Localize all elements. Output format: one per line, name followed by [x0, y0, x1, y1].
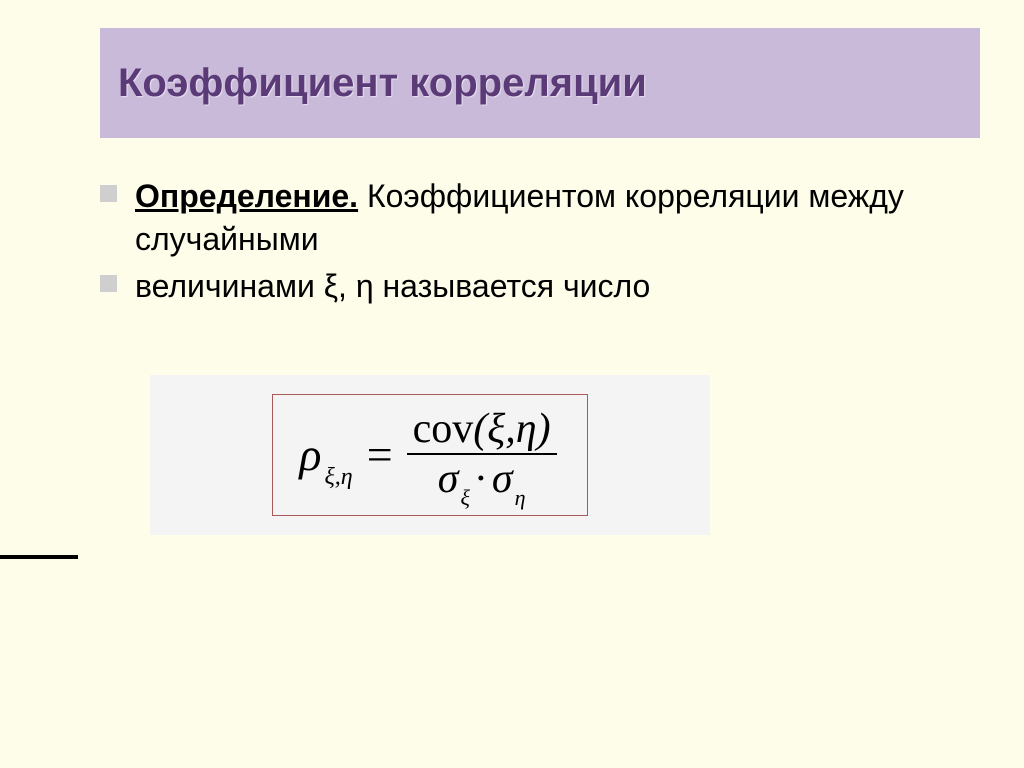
formula-box: ρ ξ,η = cov(ξ,η) σ ξ · σ η — [272, 394, 587, 516]
definition-label: Определение. — [135, 178, 358, 214]
denom-dot: · — [474, 457, 488, 501]
rho-symbol: ρ — [299, 428, 321, 481]
rho-subscript: ξ,η — [325, 464, 353, 491]
sigma1-sub: ξ — [460, 486, 469, 509]
bullet-item: Определение. Коэффициентом корреляции ме… — [100, 175, 930, 261]
decorative-line — [0, 555, 78, 559]
equals-sign: = — [367, 428, 393, 481]
fraction-numerator: cov(ξ,η) — [407, 407, 557, 453]
title-bar: Коэффициент корреляции — [100, 28, 980, 138]
bullet-text: величинами ξ, η называется число — [135, 265, 650, 308]
sigma1: σ — [438, 457, 459, 501]
fraction-denominator: σ ξ · σ η — [432, 455, 532, 501]
sigma2-sub: η — [515, 486, 526, 509]
bullet-square-icon — [100, 185, 117, 202]
formula-fraction: cov(ξ,η) σ ξ · σ η — [407, 407, 557, 501]
formula-lhs: ρ ξ,η — [299, 428, 352, 481]
bullet-item: величинами ξ, η называется число — [100, 265, 930, 308]
bullet-text: Определение. Коэффициентом корреляции ме… — [135, 175, 930, 261]
formula-band: ρ ξ,η = cov(ξ,η) σ ξ · σ η — [150, 375, 710, 535]
cov-func: cov — [413, 406, 474, 452]
content-area: Определение. Коэффициентом корреляции ме… — [100, 175, 930, 313]
slide-title: Коэффициент корреляции — [118, 61, 647, 106]
sigma2: σ — [492, 457, 513, 501]
cov-args: (ξ,η) — [473, 406, 550, 452]
bullet-rest: величинами ξ, η называется число — [135, 268, 650, 304]
bullet-square-icon — [100, 275, 117, 292]
